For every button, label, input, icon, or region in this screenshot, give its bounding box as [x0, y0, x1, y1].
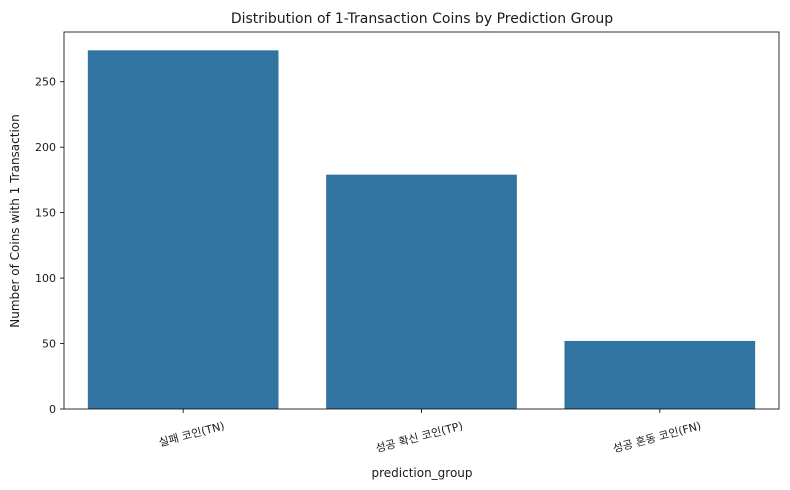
- chart-title: Distribution of 1-Transaction Coins by P…: [231, 11, 613, 27]
- bar-0: [87, 50, 279, 410]
- y-tick-label-5: 250: [35, 76, 56, 89]
- x-axis-label: prediction_group: [371, 466, 472, 480]
- y-axis-label: Number of Coins with 1 Transaction: [8, 114, 22, 328]
- x-axis: 실패 코인(TN) 성공 확신 코인(TP) 성공 혼동 코인(FN): [157, 409, 703, 455]
- y-tick-label-1: 50: [42, 338, 56, 351]
- x-tick-label-0: 실패 코인(TN): [157, 419, 226, 449]
- y-tick-label-2: 100: [35, 272, 56, 285]
- y-tick-label-0: 0: [49, 403, 56, 416]
- bar-1: [326, 174, 517, 409]
- y-tick-label-3: 150: [35, 207, 56, 220]
- y-tick-label-4: 200: [35, 141, 56, 154]
- bar-2: [564, 340, 756, 409]
- x-tick-label-1: 성공 확신 코인(TP): [374, 419, 464, 455]
- y-axis: 0 50 100 150 200 250: [35, 76, 64, 416]
- x-tick-label-2: 성공 혼동 코인(FN): [611, 419, 702, 455]
- bars-group: [87, 50, 756, 410]
